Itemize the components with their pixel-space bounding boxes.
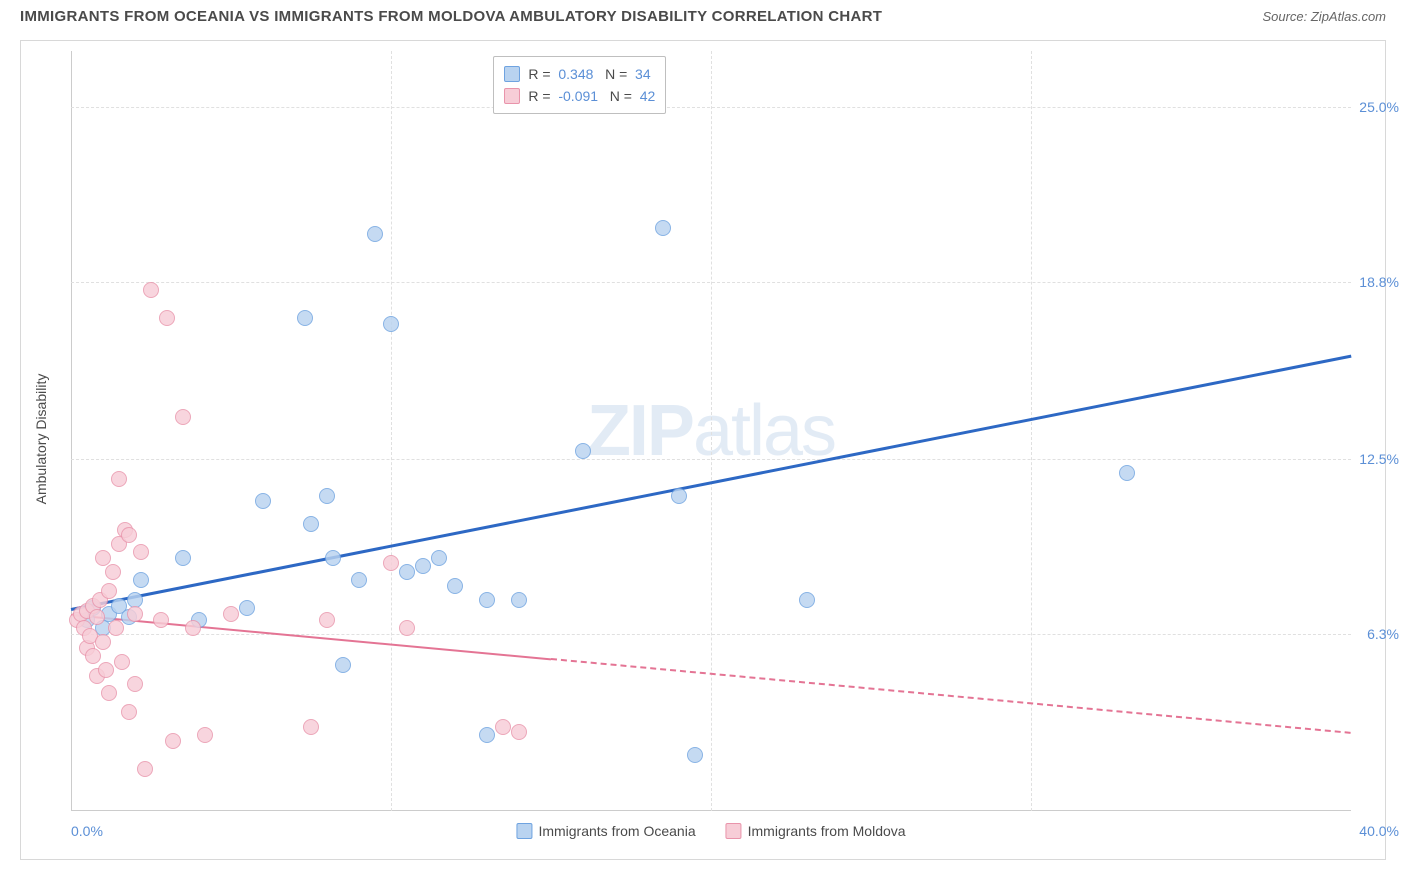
scatter-marker bbox=[153, 612, 169, 628]
scatter-marker bbox=[137, 761, 153, 777]
scatter-marker bbox=[431, 550, 447, 566]
series-legend-label: Immigrants from Oceania bbox=[538, 823, 695, 839]
scatter-marker bbox=[479, 727, 495, 743]
scatter-marker bbox=[101, 583, 117, 599]
scatter-marker bbox=[495, 719, 511, 735]
chart-title: IMMIGRANTS FROM OCEANIA VS IMMIGRANTS FR… bbox=[20, 8, 882, 25]
scatter-marker bbox=[687, 747, 703, 763]
scatter-marker bbox=[223, 606, 239, 622]
scatter-marker bbox=[479, 592, 495, 608]
scatter-marker bbox=[1119, 465, 1135, 481]
series-legend: Immigrants from Oceania Immigrants from M… bbox=[516, 823, 905, 839]
gridline-vertical bbox=[1031, 51, 1032, 811]
scatter-marker bbox=[121, 704, 137, 720]
scatter-marker bbox=[367, 226, 383, 242]
scatter-marker bbox=[297, 310, 313, 326]
series-legend-label: Immigrants from Moldova bbox=[748, 823, 906, 839]
y-tick-label: 25.0% bbox=[1359, 99, 1399, 115]
scatter-marker bbox=[95, 550, 111, 566]
scatter-marker bbox=[383, 316, 399, 332]
series-legend-item: Immigrants from Oceania bbox=[516, 823, 695, 839]
legend-swatch bbox=[504, 88, 520, 104]
scatter-marker bbox=[447, 578, 463, 594]
scatter-marker bbox=[655, 220, 671, 236]
scatter-marker bbox=[133, 572, 149, 588]
scatter-marker bbox=[303, 516, 319, 532]
scatter-marker bbox=[383, 555, 399, 571]
scatter-marker bbox=[335, 657, 351, 673]
scatter-marker bbox=[575, 443, 591, 459]
scatter-marker bbox=[175, 550, 191, 566]
gridline-vertical bbox=[711, 51, 712, 811]
scatter-marker bbox=[105, 564, 121, 580]
scatter-marker bbox=[89, 609, 105, 625]
x-tick-label: 0.0% bbox=[71, 823, 103, 839]
scatter-marker bbox=[127, 606, 143, 622]
scatter-marker bbox=[111, 471, 127, 487]
scatter-marker bbox=[159, 310, 175, 326]
plot-area: Ambulatory Disability ZIPatlas 6.3%12.5%… bbox=[71, 51, 1351, 811]
x-tick-label: 40.0% bbox=[1359, 823, 1399, 839]
scatter-marker bbox=[511, 724, 527, 740]
legend-swatch bbox=[726, 823, 742, 839]
y-axis-label: Ambulatory Disability bbox=[33, 374, 49, 505]
y-tick-label: 6.3% bbox=[1367, 626, 1399, 642]
scatter-marker bbox=[511, 592, 527, 608]
stats-legend-row: R = 0.348 N = 34 bbox=[504, 63, 655, 85]
legend-swatch bbox=[504, 66, 520, 82]
scatter-marker bbox=[175, 409, 191, 425]
stats-legend-row: R = -0.091 N = 42 bbox=[504, 85, 655, 107]
scatter-marker bbox=[143, 282, 159, 298]
scatter-marker bbox=[85, 648, 101, 664]
scatter-marker bbox=[108, 620, 124, 636]
scatter-marker bbox=[239, 600, 255, 616]
scatter-marker bbox=[351, 572, 367, 588]
scatter-marker bbox=[121, 527, 137, 543]
trend-line bbox=[71, 614, 551, 660]
scatter-marker bbox=[185, 620, 201, 636]
chart-container: Ambulatory Disability ZIPatlas 6.3%12.5%… bbox=[20, 40, 1386, 860]
source-attribution: Source: ZipAtlas.com bbox=[1262, 9, 1386, 24]
scatter-marker bbox=[399, 564, 415, 580]
scatter-marker bbox=[127, 676, 143, 692]
scatter-marker bbox=[101, 685, 117, 701]
scatter-marker bbox=[197, 727, 213, 743]
scatter-marker bbox=[95, 634, 111, 650]
y-tick-label: 12.5% bbox=[1359, 451, 1399, 467]
scatter-marker bbox=[98, 662, 114, 678]
trend-line bbox=[551, 658, 1351, 734]
scatter-marker bbox=[303, 719, 319, 735]
scatter-marker bbox=[114, 654, 130, 670]
legend-swatch bbox=[516, 823, 532, 839]
stats-legend: R = 0.348 N = 34R = -0.091 N = 42 bbox=[493, 56, 666, 114]
scatter-marker bbox=[319, 612, 335, 628]
scatter-marker bbox=[799, 592, 815, 608]
scatter-marker bbox=[415, 558, 431, 574]
scatter-marker bbox=[255, 493, 271, 509]
stats-legend-text: R = 0.348 N = 34 bbox=[528, 63, 650, 85]
y-axis-line bbox=[71, 51, 72, 811]
series-legend-item: Immigrants from Moldova bbox=[726, 823, 906, 839]
scatter-marker bbox=[671, 488, 687, 504]
scatter-marker bbox=[133, 544, 149, 560]
scatter-marker bbox=[399, 620, 415, 636]
y-tick-label: 18.8% bbox=[1359, 274, 1399, 290]
scatter-marker bbox=[165, 733, 181, 749]
stats-legend-text: R = -0.091 N = 42 bbox=[528, 85, 655, 107]
scatter-marker bbox=[325, 550, 341, 566]
gridline-vertical bbox=[391, 51, 392, 811]
scatter-marker bbox=[319, 488, 335, 504]
